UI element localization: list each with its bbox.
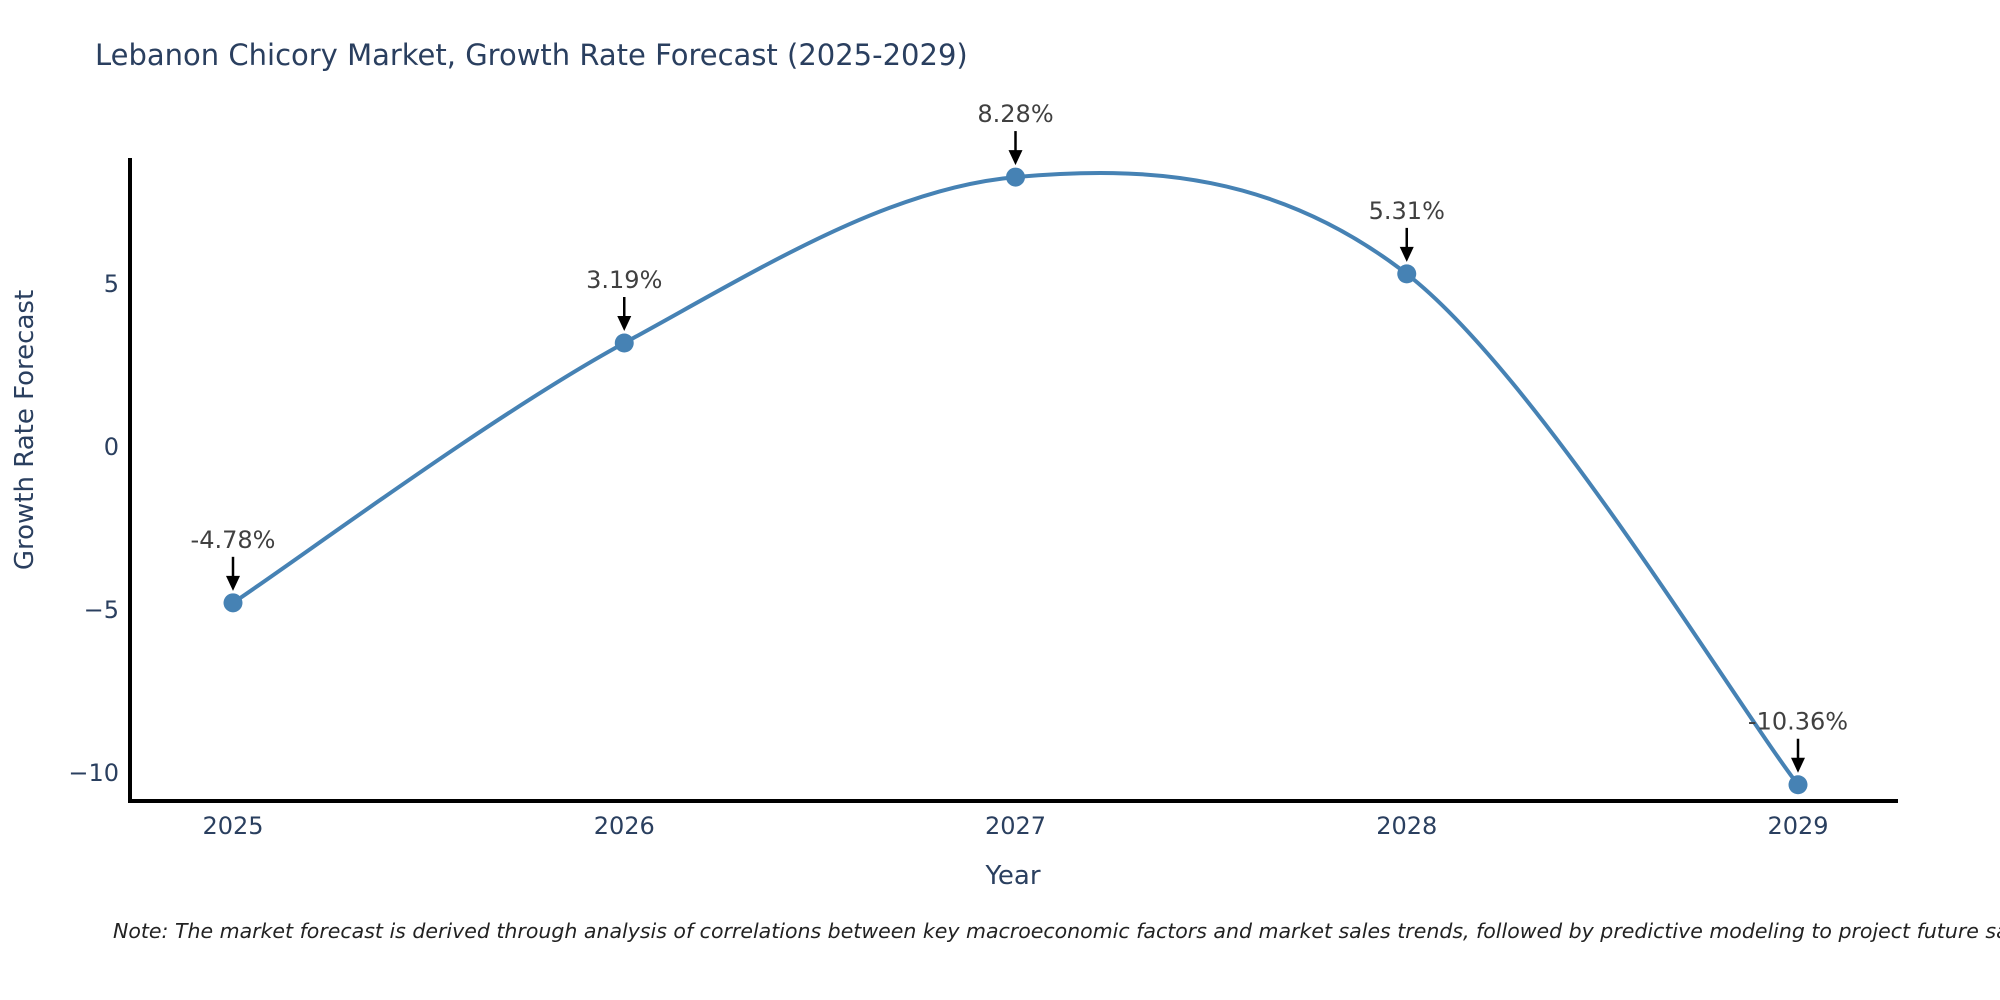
y-tick-label: −10 [68,759,119,787]
annotation-arrowhead-icon [1399,246,1414,262]
x-tick-label: 2025 [202,812,263,840]
y-tick-label: 5 [104,270,119,298]
annotation-value-label: -4.78% [191,526,276,554]
x-tick-label: 2026 [594,812,655,840]
data-point-marker[interactable] [223,593,243,613]
annotation-value-label: 3.19% [586,266,662,294]
x-axis-tick-labels: 2025 2026 2027 2028 2029 [202,812,1828,840]
footnote: Note: The market forecast is derived thr… [113,919,2000,943]
data-point-marker[interactable] [1788,775,1808,795]
annotation-arrowhead-icon [1791,757,1805,773]
data-point-marker[interactable] [1006,167,1025,187]
y-tick-label: −5 [84,596,119,624]
annotation-arrowhead-icon [226,575,240,591]
y-tick-label: 0 [104,433,119,461]
data-point-markers [223,167,1808,795]
chart-title: Lebanon Chicory Market, Growth Rate Fore… [95,38,968,72]
annotation-arrowhead-icon [1008,150,1023,166]
line-series [231,171,1800,786]
y-axis-title: Growth Rate Forecast [10,290,40,570]
x-axis-title: Year [984,861,1040,891]
annotation-arrowhead-icon [617,316,632,332]
x-tick-label: 2028 [1376,812,1437,840]
x-tick-label: 2029 [1767,812,1828,840]
y-axis-tick-labels: 5 0 −5 −10 [68,270,119,787]
forecast-line [231,171,1800,786]
point-annotations: -4.78% 3.19% 8.28% 5.31% -10.36% [191,100,1848,773]
data-point-marker[interactable] [614,333,634,353]
x-tick-label: 2027 [985,812,1046,840]
data-point-marker[interactable] [1397,264,1417,284]
annotation-value-label: 8.28% [977,100,1053,128]
annotation-value-label: 5.31% [1369,197,1445,225]
annotation-value-label: -10.36% [1748,708,1848,736]
